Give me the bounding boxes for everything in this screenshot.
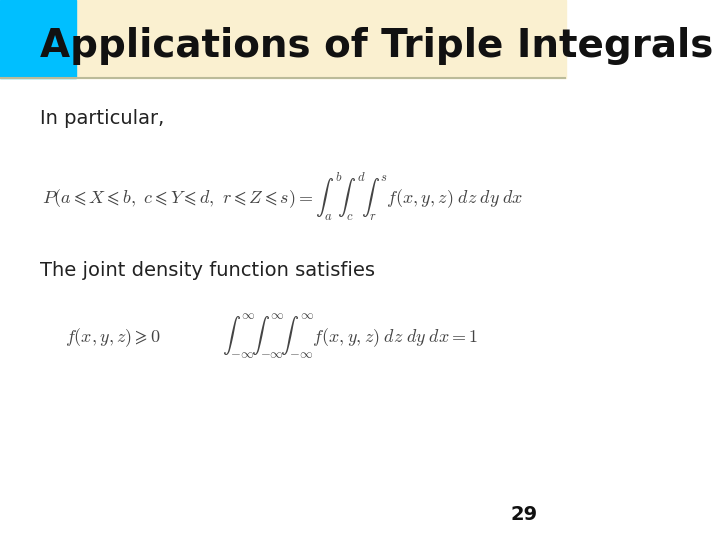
Text: $P(a \leqslant X \leqslant b,\ c \leqslant Y \leqslant d,\ r \leqslant Z \leqsla: $P(a \leqslant X \leqslant b,\ c \leqsla…	[42, 171, 523, 223]
Text: $f(x, y, z) \geqslant 0$: $f(x, y, z) \geqslant 0$	[66, 326, 161, 349]
Text: 29: 29	[510, 505, 537, 524]
FancyBboxPatch shape	[0, 0, 76, 78]
FancyBboxPatch shape	[0, 0, 566, 78]
Text: $\int_{-\infty}^{\infty}\!\int_{-\infty}^{\infty}\!\int_{-\infty}^{\infty} f(x, : $\int_{-\infty}^{\infty}\!\int_{-\infty}…	[222, 313, 479, 362]
Text: In particular,: In particular,	[40, 109, 164, 129]
Text: Applications of Triple Integrals: Applications of Triple Integrals	[40, 27, 713, 65]
Text: The joint density function satisfies: The joint density function satisfies	[40, 260, 374, 280]
